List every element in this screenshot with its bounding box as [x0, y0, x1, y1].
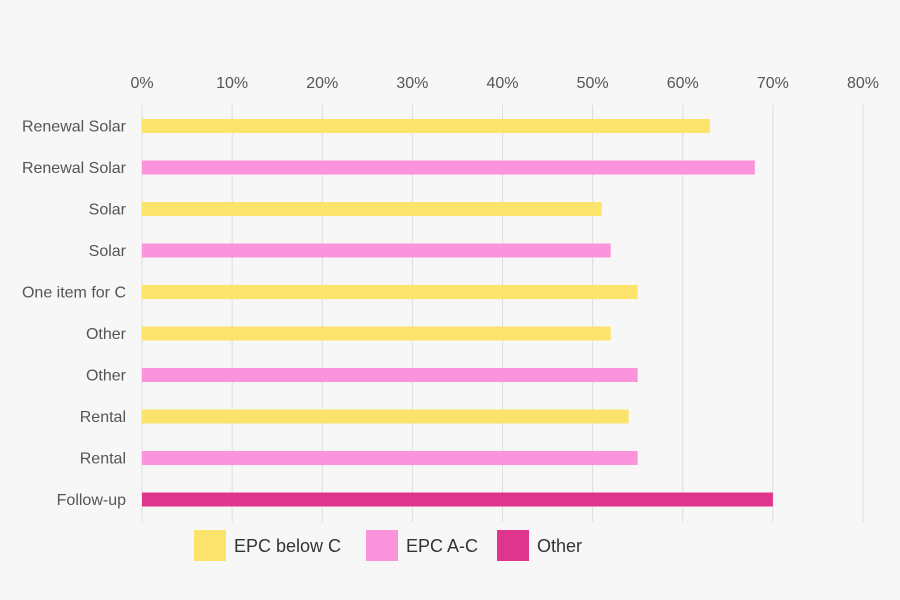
category-label: Rental [80, 451, 126, 468]
bar [142, 119, 710, 133]
bar [142, 243, 611, 258]
category-label: Renewal Solar [22, 160, 127, 177]
legend-swatch [194, 530, 226, 561]
x-tick-label: 60% [667, 75, 699, 92]
category-label: Follow-up [57, 492, 126, 509]
category-label: Solar [89, 243, 127, 260]
bar [142, 326, 611, 341]
bar [142, 160, 755, 175]
category-label: One item for C [22, 285, 126, 302]
category-label: Rental [80, 409, 126, 426]
legend-label: EPC A-C [406, 536, 478, 556]
legend-swatch [497, 530, 529, 561]
legend-swatch [366, 530, 398, 561]
x-tick-label: 50% [577, 75, 609, 92]
bar [142, 409, 629, 424]
bar [142, 368, 638, 382]
bar [142, 285, 638, 299]
category-labels: Renewal Solar Renewal Solar Solar Solar One … [22, 119, 127, 510]
legend-label: EPC below C [234, 536, 341, 556]
bar [142, 492, 773, 507]
legend-label: Other [537, 536, 582, 556]
legend: EPC below C EPC A-C Other [194, 530, 582, 561]
x-tick-label: 10% [216, 75, 248, 92]
x-axis-ticks: 0% 10% 20% 30% 40% 50% 60% 70% 80% [130, 75, 879, 92]
bar [142, 202, 602, 216]
category-label: Other [86, 326, 127, 343]
category-label: Renewal Solar [22, 119, 127, 136]
x-tick-label: 80% [847, 75, 879, 92]
x-tick-label: 70% [757, 75, 789, 92]
x-tick-label: 40% [486, 75, 518, 92]
bar [142, 451, 638, 465]
category-label: Solar [89, 202, 127, 219]
x-tick-label: 20% [306, 75, 338, 92]
x-tick-label: 0% [130, 75, 153, 92]
x-tick-label: 30% [396, 75, 428, 92]
category-label: Other [86, 368, 127, 385]
bars [142, 119, 773, 507]
